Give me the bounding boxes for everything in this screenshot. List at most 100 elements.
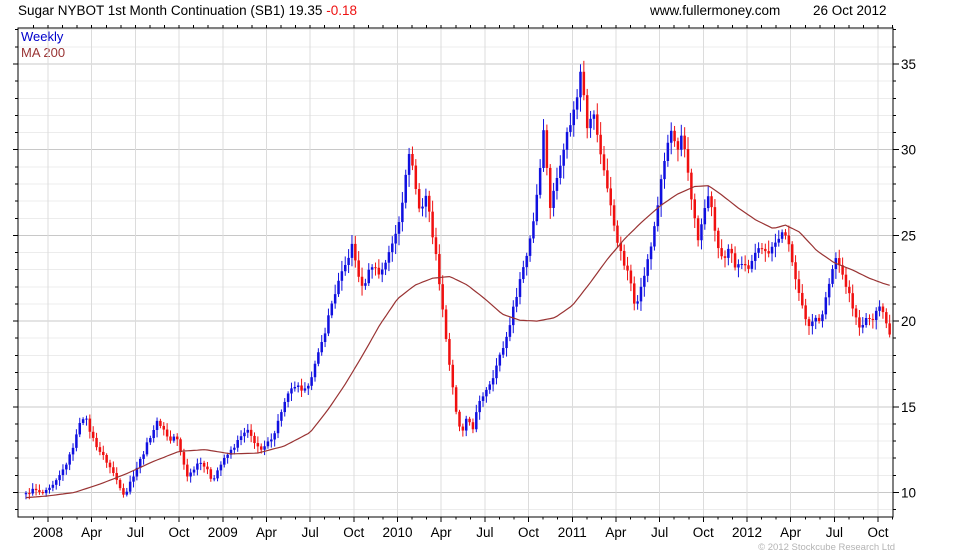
legend-weekly: Weekly bbox=[21, 29, 64, 44]
candle-body bbox=[424, 195, 428, 207]
x-axis-labels: 2008 Apr Jul Oct 2009 Apr Jul Oct 2010 Apr Jul Oct 2… bbox=[33, 525, 889, 540]
candle-body bbox=[152, 430, 155, 439]
candle-body bbox=[824, 297, 828, 315]
candle-body bbox=[91, 431, 95, 438]
candle-body bbox=[841, 265, 844, 275]
candle-body bbox=[239, 436, 243, 441]
legend-ma-200: MA 200 bbox=[21, 45, 66, 60]
candle-body bbox=[354, 243, 357, 261]
y-axis-labels: 10 15 20 25 30 35 bbox=[901, 57, 916, 501]
candle-body bbox=[885, 312, 888, 324]
candle-body bbox=[760, 248, 764, 250]
candle-body bbox=[811, 321, 814, 327]
candle-body bbox=[28, 493, 31, 495]
candle-body bbox=[596, 114, 599, 135]
candle-body bbox=[290, 388, 293, 394]
candle-body bbox=[155, 420, 159, 431]
candle-body bbox=[633, 283, 636, 304]
x-tick-label: Jul bbox=[301, 525, 318, 540]
candle-body bbox=[135, 467, 139, 477]
candle-body bbox=[307, 385, 310, 389]
candle-body bbox=[817, 317, 821, 322]
instrument-name: Sugar NYBOT 1st Month Continuation (SB1) bbox=[18, 3, 285, 18]
candle-body bbox=[296, 385, 300, 387]
candle-body bbox=[878, 306, 881, 311]
x-tick-label: Apr bbox=[780, 525, 802, 540]
x-tick-label: 2012 bbox=[732, 525, 762, 540]
candle-body bbox=[434, 237, 438, 255]
candle-body bbox=[629, 270, 633, 284]
candle-body bbox=[723, 256, 727, 258]
candle-body bbox=[357, 260, 360, 277]
candle-body bbox=[246, 429, 250, 433]
candle-body bbox=[330, 303, 334, 316]
candle-body bbox=[31, 488, 34, 494]
candle-body bbox=[851, 293, 854, 309]
candle-body bbox=[471, 422, 475, 430]
y-tick-label: 20 bbox=[901, 314, 916, 329]
candle-body bbox=[78, 422, 82, 435]
x-tick-label: 2011 bbox=[558, 525, 587, 540]
candle-body bbox=[259, 446, 263, 450]
candle-body bbox=[377, 267, 381, 275]
gridlines bbox=[18, 28, 893, 517]
y-tick-label: 10 bbox=[901, 486, 916, 501]
x-tick-label: Apr bbox=[81, 525, 103, 540]
candle-body bbox=[320, 341, 323, 353]
candle-body bbox=[438, 254, 441, 285]
candle-body bbox=[555, 177, 559, 191]
candle-body bbox=[162, 425, 166, 430]
copyright-label: © 2012 Stockcube Research Ltd bbox=[758, 542, 895, 553]
candle-body bbox=[115, 472, 118, 480]
candle-body bbox=[71, 447, 75, 455]
candle-body bbox=[666, 142, 670, 161]
candle-body bbox=[350, 243, 354, 258]
candle-body bbox=[236, 440, 239, 448]
candle-body bbox=[848, 286, 851, 294]
candle-body bbox=[293, 386, 297, 389]
candle-body bbox=[233, 447, 236, 450]
candle-body bbox=[48, 487, 51, 490]
candle-body bbox=[559, 165, 562, 178]
candle-body bbox=[380, 269, 384, 275]
candle-body bbox=[209, 469, 213, 479]
x-tick-label: Jul bbox=[476, 525, 493, 540]
website-label: www.fullermoney.com bbox=[650, 3, 781, 18]
candle-body bbox=[387, 252, 391, 263]
candle-body bbox=[391, 243, 394, 253]
candle-body bbox=[444, 309, 448, 340]
candle-body bbox=[538, 167, 542, 195]
candle-body bbox=[182, 452, 186, 465]
candle-body bbox=[192, 469, 196, 473]
y-tick-label: 30 bbox=[901, 143, 916, 158]
candle-body bbox=[764, 248, 767, 252]
candle-body bbox=[669, 130, 673, 143]
candle-body bbox=[606, 170, 609, 189]
candle-body bbox=[733, 253, 737, 268]
candle-body bbox=[219, 464, 223, 471]
candle-body bbox=[65, 464, 68, 470]
candle-body bbox=[253, 435, 256, 444]
candle-body bbox=[717, 230, 720, 249]
ma-200-line bbox=[25, 185, 890, 499]
candle-body bbox=[868, 318, 871, 320]
candle-body bbox=[249, 429, 253, 436]
candle-body bbox=[263, 446, 266, 450]
candle-body bbox=[532, 221, 535, 239]
candle-body bbox=[256, 443, 260, 447]
candle-body bbox=[501, 348, 505, 355]
candle-body bbox=[683, 135, 686, 150]
chart-date: 26 Oct 2012 bbox=[813, 3, 887, 18]
candle-body bbox=[125, 491, 129, 495]
candle-body bbox=[206, 466, 209, 470]
candle-body bbox=[807, 319, 811, 327]
candle-body bbox=[686, 149, 690, 173]
candle-body bbox=[85, 418, 88, 420]
x-tick-label: Oct bbox=[518, 525, 539, 540]
candle-body bbox=[118, 479, 122, 489]
candle-body bbox=[710, 196, 713, 208]
y-tick-label: 35 bbox=[901, 57, 916, 72]
candle-body bbox=[854, 308, 858, 318]
candle-body bbox=[535, 194, 539, 222]
candle-body bbox=[871, 318, 875, 320]
